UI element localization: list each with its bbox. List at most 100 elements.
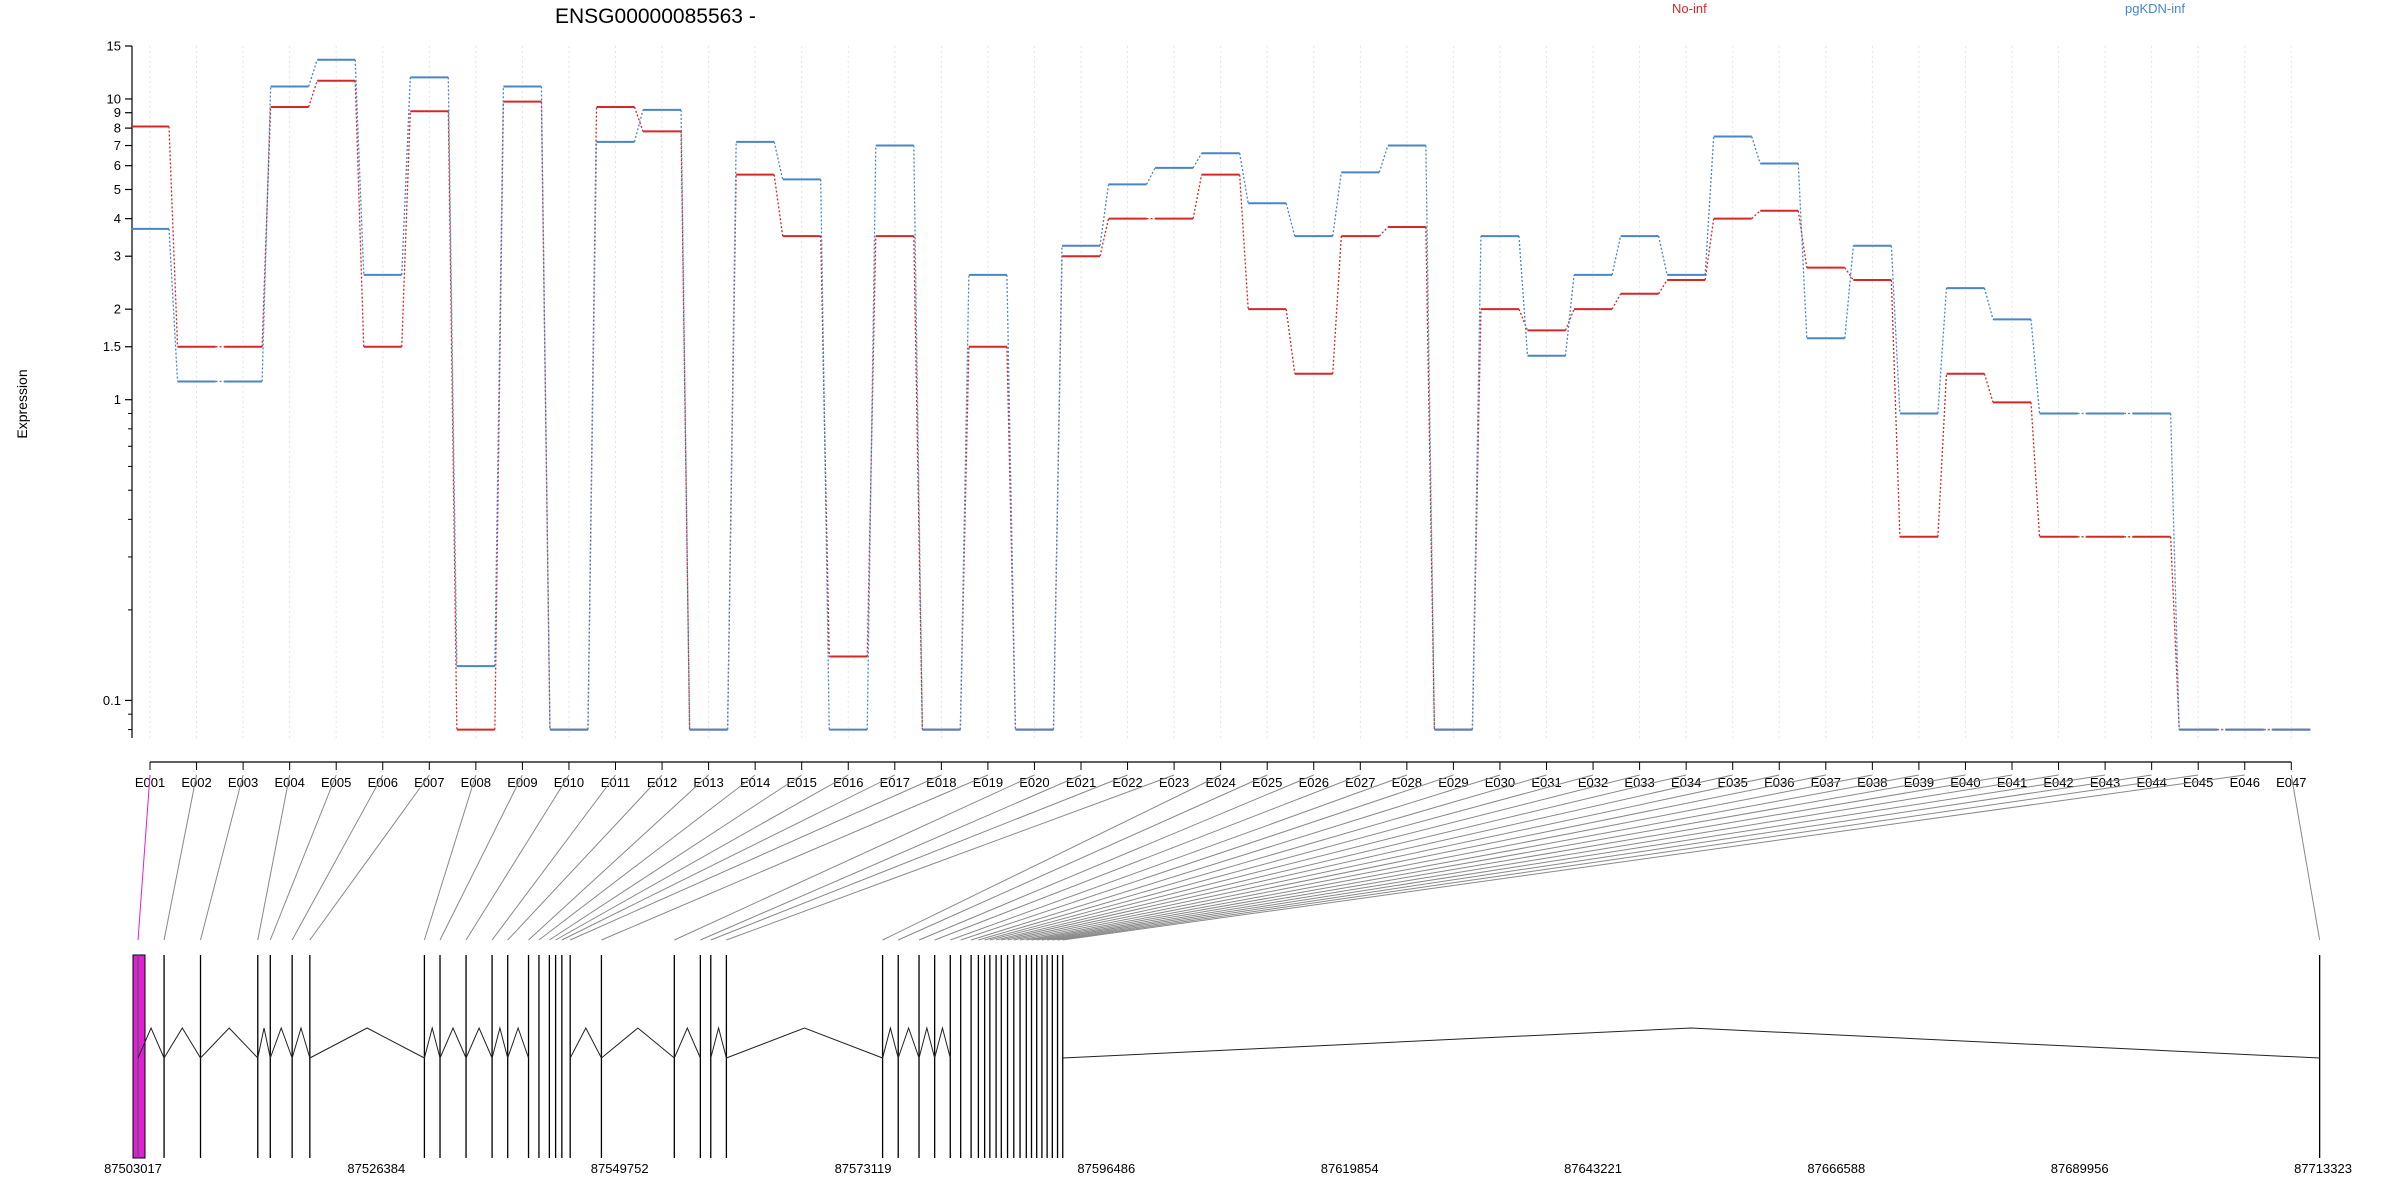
exon-link-E018 [569, 774, 942, 941]
x-tick-label: E024 [1205, 775, 1235, 790]
connector-pgKDN-inf [1983, 287, 1994, 320]
x-tick-label: E005 [321, 775, 351, 790]
intron [163, 1027, 201, 1059]
connector-pgKDN-inf [1285, 203, 1296, 237]
exon-link-E006 [291, 774, 384, 941]
exon-link-E005 [269, 774, 337, 941]
x-tick-label: E038 [1857, 775, 1887, 790]
x-tick-label: E012 [647, 775, 677, 790]
connector-pgKDN-inf [773, 141, 784, 180]
exon-link-E037 [1013, 774, 1826, 941]
connector-No-inf [866, 236, 877, 657]
connector-pgKDN-inf [959, 274, 970, 730]
x-tick-label: E011 [601, 775, 630, 790]
connector-pgKDN-inf [540, 86, 551, 730]
connector-No-inf [1099, 218, 1110, 257]
exon-link-E031 [978, 774, 1547, 941]
x-tick-label: E006 [368, 775, 398, 790]
intron [710, 1026, 727, 1059]
y-tick-label: 1 [114, 392, 121, 407]
series-pgKDN-inf [131, 58, 2311, 731]
intron [918, 1026, 936, 1059]
x-tick-label: E016 [833, 775, 863, 790]
x-tick-label: E014 [740, 775, 770, 790]
connector-pgKDN-inf [2030, 319, 2041, 414]
coord-label: 87549752 [591, 1161, 649, 1176]
connector-No-inf [820, 236, 830, 657]
connector-No-inf [1285, 309, 1296, 374]
x-tick-label: E017 [880, 775, 910, 790]
connector-No-inf [1937, 373, 1948, 537]
x-tick-label: E029 [1438, 775, 1468, 790]
exon-link-E003 [200, 774, 244, 941]
exon-link-E030 [970, 774, 1501, 941]
x-tick-label: E003 [228, 775, 258, 790]
exon-link-E019 [601, 774, 989, 941]
x-tick-label: E034 [1671, 775, 1701, 790]
x-tick-label: E023 [1159, 775, 1189, 790]
exon-link-E036 [1007, 774, 1780, 941]
coord-label: 87619854 [1321, 1161, 1379, 1176]
connector-pgKDN-inf [820, 179, 830, 730]
coord-label: 87503017 [104, 1161, 162, 1176]
x-tick-label: E013 [693, 775, 723, 790]
exon-link-E041 [1036, 774, 2013, 941]
coord-label: 87596486 [1077, 1161, 1135, 1176]
x-tick-label: E010 [554, 775, 584, 790]
intron [897, 1026, 920, 1059]
connector-pgKDN-inf [1425, 145, 1436, 730]
connector-No-inf [354, 80, 365, 347]
y-tick-label: 2 [114, 302, 121, 317]
x-tick-label: E044 [2136, 775, 2166, 790]
exon-link-E013 [528, 774, 709, 941]
connector-pgKDN-inf [1052, 245, 1063, 730]
connector-No-inf [1983, 373, 1994, 403]
x-tick-label: E032 [1578, 775, 1608, 790]
y-tick-label: 8 [114, 121, 121, 136]
connector-No-inf [1378, 226, 1389, 237]
exon-link-E008 [423, 774, 477, 941]
x-tick-label: E022 [1112, 775, 1142, 790]
y-tick-label: 6 [114, 158, 121, 173]
connector-pgKDN-inf [1657, 235, 1668, 276]
connector-pgKDN-inf [2170, 413, 2180, 730]
x-tick-label: E009 [507, 775, 537, 790]
exon-link-E047 [2290, 774, 2321, 941]
connector-No-inf [1192, 174, 1203, 219]
intron [465, 1026, 493, 1059]
coord-label: 87526384 [347, 1161, 405, 1176]
connector-pgKDN-inf [1471, 236, 1482, 730]
connector-pgKDN-inf [1704, 136, 1715, 275]
intron [200, 1027, 259, 1059]
connector-pgKDN-inf [1192, 152, 1203, 169]
chart-title: ENSG00000085563 - [555, 5, 756, 28]
x-tick-label: E031 [1531, 775, 1561, 790]
connector-pgKDN-inf [866, 145, 877, 730]
connector-pgKDN-inf [1378, 145, 1389, 173]
y-tick-label: 9 [114, 105, 121, 120]
x-tick-label: E018 [926, 775, 956, 790]
x-tick-label: E002 [181, 775, 211, 790]
connector-No-inf [633, 106, 644, 132]
connector-pgKDN-inf [447, 77, 458, 667]
connector-No-inf [447, 111, 458, 730]
exon-link-E038 [1019, 774, 1873, 941]
gene-model [132, 954, 2321, 1159]
exon-link-E022 [710, 774, 1128, 941]
x-tick-label: E008 [461, 775, 491, 790]
exon-link-E043 [1047, 774, 2106, 941]
legend-no-inf: No-inf [1672, 1, 1707, 16]
exon-link-E011 [491, 774, 616, 941]
x-tick-label: E025 [1252, 775, 1282, 790]
coord-label: 87573119 [835, 1161, 892, 1176]
connector-No-inf [1471, 309, 1482, 730]
connector-pgKDN-inf [726, 141, 737, 730]
x-tick-label: E021 [1066, 775, 1096, 790]
genomic-coordinate-axis: 87503017 87526384 87549752 87573119 87596486… [104, 1161, 2352, 1176]
intron [423, 1026, 441, 1059]
plot-area [131, 58, 2311, 731]
exon-link-E002 [163, 774, 198, 941]
connector-No-inf [773, 174, 784, 237]
intron [726, 1027, 883, 1059]
connector-No-inf [1890, 279, 1901, 537]
